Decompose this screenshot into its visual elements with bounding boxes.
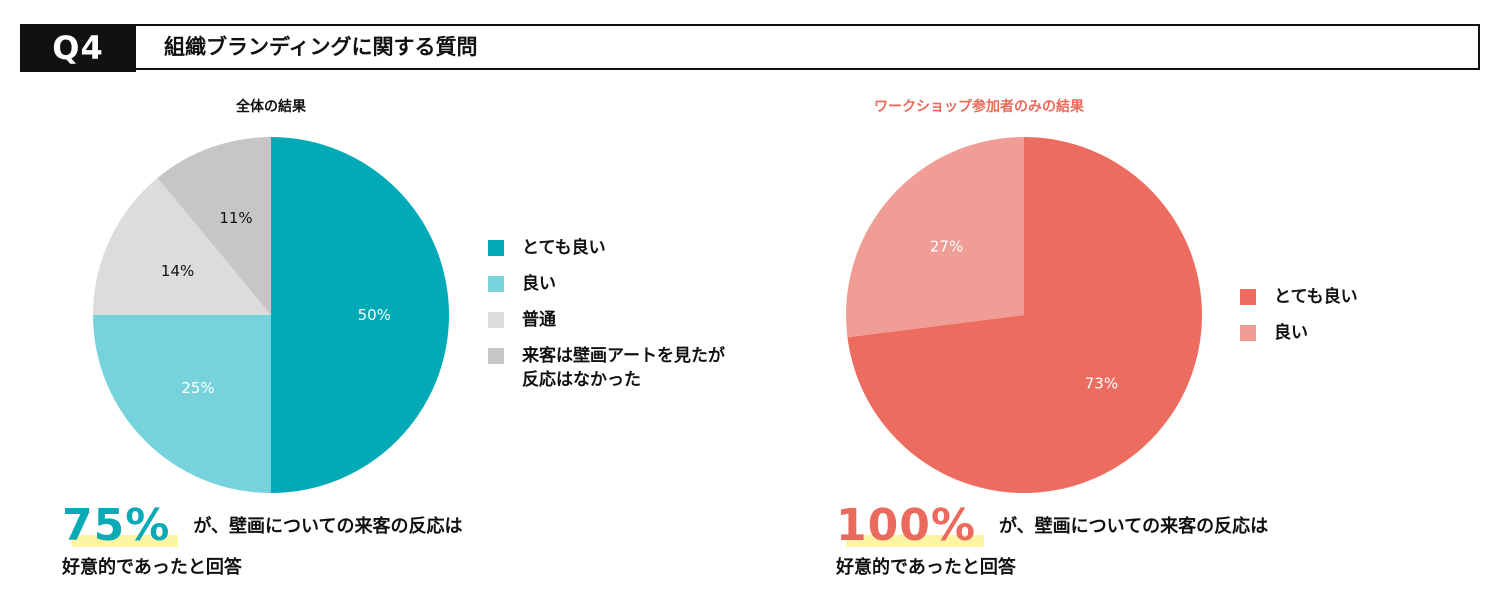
question-number-badge: Q4	[20, 24, 136, 72]
workshop-positive-percent: 100%	[836, 500, 976, 551]
workshop-pie-chart: 73% 27%	[846, 137, 1202, 493]
overall-summary: 75% が、壁画についての来客の反応は 好意的であったと回答	[62, 500, 463, 579]
legend-label: とても良い	[1274, 287, 1358, 307]
overall-highlight: 75%	[62, 500, 179, 551]
legend-label: 来客は壁画アートを見たが 反応はなかった	[522, 346, 725, 390]
legend-swatch	[488, 312, 504, 328]
legend-label: 良い	[1274, 323, 1308, 343]
legend-swatch	[488, 348, 504, 364]
question-title: 組織ブランディングに関する質問	[164, 35, 478, 59]
slice-label-4: 11%	[219, 209, 252, 227]
overall-chart-title: 全体の結果	[236, 99, 306, 115]
pie-slice-2	[93, 315, 271, 493]
slice-label-2: 27%	[930, 238, 963, 256]
pie-slice-2	[846, 137, 1024, 338]
workshop-highlight: 100%	[836, 500, 984, 551]
legend-label: 良い	[522, 274, 556, 294]
workshop-summary-text-2: 好意的であったと回答	[836, 557, 1016, 578]
slice-label-1: 50%	[358, 306, 391, 324]
overall-pie-chart: 50% 25% 14% 11%	[93, 137, 449, 493]
pie-slice-1	[271, 137, 449, 493]
legend-item-3: 普通	[488, 308, 725, 332]
legend-label: 普通	[522, 310, 556, 330]
legend-item-1: とても良い	[1240, 285, 1358, 309]
legend-swatch	[1240, 325, 1256, 341]
overall-legend: とても良い良い普通来客は壁画アートを見たが 反応はなかった	[488, 236, 725, 404]
legend-item-1: とても良い	[488, 236, 725, 260]
workshop-legend: とても良い 良い	[1240, 285, 1358, 357]
legend-label: とても良い	[522, 238, 606, 258]
workshop-summary: 100% が、壁画についての来客の反応は 好意的であったと回答	[836, 500, 1268, 579]
legend-swatch	[488, 240, 504, 256]
pie-slice-3	[93, 177, 271, 315]
pie-slice-4	[157, 137, 271, 315]
question-header: Q4 組織ブランディングに関する質問	[20, 24, 1480, 72]
legend-item-2: 良い	[1240, 321, 1358, 345]
pie-slice-1	[847, 137, 1202, 493]
slice-label-2: 25%	[181, 379, 214, 397]
workshop-summary-text-1: が、壁画についての来客の反応は	[999, 516, 1269, 537]
slice-label-1: 73%	[1085, 374, 1118, 392]
overall-positive-percent: 75%	[62, 500, 171, 551]
legend-swatch	[488, 276, 504, 292]
legend-swatch	[1240, 289, 1256, 305]
workshop-chart-title: ワークショップ参加者のみの結果	[874, 99, 1084, 115]
legend-item-2: 良い	[488, 272, 725, 296]
overall-summary-text-2: 好意的であったと回答	[62, 557, 242, 578]
overall-summary-text-1: が、壁画についての来客の反応は	[193, 516, 463, 537]
legend-item-4: 来客は壁画アートを見たが 反応はなかった	[488, 344, 725, 392]
slice-label-3: 14%	[161, 262, 194, 280]
